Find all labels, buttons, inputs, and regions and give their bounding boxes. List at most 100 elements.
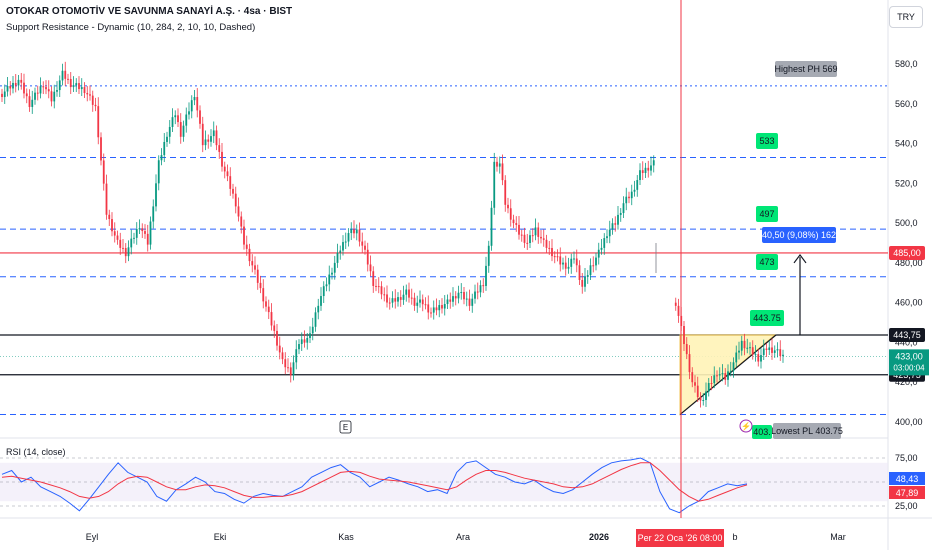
y-tick-label: 520,0 [895,178,918,188]
candle-body [595,257,597,266]
crosshair-date-label: Per 22 Oca '26 08:00 [638,533,723,543]
rsi-ma-value: 47,89 [896,488,919,498]
candle-body [603,238,606,248]
candle-body [702,399,705,401]
candle-body [705,391,707,400]
currency-selector[interactable]: TRY [889,6,923,28]
candle-body [141,228,144,232]
candle-body [105,183,108,215]
candle-body [454,296,457,299]
candle-body [449,299,452,302]
candle-body [509,208,512,220]
candle-body [89,94,91,96]
candle-body [75,83,78,86]
level-473-label: 473 [759,257,774,267]
candle-body [39,86,42,94]
candle-body [581,279,584,287]
price-axis-label-bg [889,245,925,260]
candle-body [463,292,465,300]
candle-body [776,349,779,351]
candle-body [196,97,199,111]
level-403-small: 403. [753,427,771,437]
candle-body [108,214,111,220]
rsi-value: 48,43 [896,474,919,484]
rsi-ma-line [1,462,748,502]
candle-body [740,340,743,351]
candle-body [276,330,278,346]
candle-body [135,229,138,238]
candle-body [427,304,430,313]
measure-label-bg [762,227,836,243]
candle-body [94,104,97,107]
candle-body [314,312,317,327]
candle-body [306,337,309,343]
candle-body [567,266,570,269]
candle-body [177,115,179,123]
candle-body [479,285,482,293]
candle-body [674,302,677,306]
candle-body [14,82,17,86]
candle-body [457,292,460,299]
candle-body [421,299,424,305]
candle-body [559,256,562,265]
candle-body [212,130,215,137]
candle-body [245,244,248,249]
candle-body [435,307,438,311]
candle-body [727,371,729,380]
candle-body [408,289,410,298]
candle-body [138,228,141,230]
candle-body [64,70,67,79]
candle-body [553,256,556,258]
candle-body [507,204,509,209]
candle-body [762,348,765,356]
candle-body [696,385,699,398]
candle-body [53,91,56,102]
candle-body [639,170,641,181]
candle-body [226,171,229,177]
candle-body [520,234,523,236]
candle-body [441,305,443,309]
candle-body [61,70,64,81]
lightning-glyph: ⚡ [741,421,751,431]
candle-body [248,248,251,262]
candle-body [251,261,254,266]
candle-body [534,227,537,236]
candle-body [364,245,366,250]
candle-body [72,85,75,88]
candle-body [691,372,694,383]
candle-body [622,203,625,214]
x-tick-label: Eki [214,532,227,542]
candle-body [471,298,474,306]
candle-body [476,291,479,293]
candle-body [190,100,193,112]
candle-body [25,93,28,97]
highest-ph-label-bg [775,61,837,77]
candle-body [729,370,732,372]
candle-body [537,227,540,237]
candle-body [636,180,639,190]
candle-body [45,87,47,90]
candle-body [254,265,256,270]
candle-body [592,265,595,267]
candle-body [34,92,36,100]
candle-body [600,247,603,250]
chart-title: OTOKAR OTOMOTİV VE SAVUNMA SANAYİ A.Ş. ·… [6,6,293,17]
y-tick-label: 540,0 [895,139,918,149]
current-price-bg [889,349,929,376]
y-tick-label: 480,00 [895,258,923,268]
candle-body [232,188,234,194]
candle-body [584,276,586,287]
candle-body [424,304,427,306]
level-533-label-bg [756,133,778,149]
candle-body [58,80,61,91]
candle-body [215,130,218,146]
candle-body [221,151,223,167]
candle-body [83,87,86,94]
x-tick-label: Mar [830,532,846,542]
candle-body [6,86,9,92]
candle-body [677,305,680,316]
candle-body [229,176,232,189]
candle-body [188,111,190,115]
